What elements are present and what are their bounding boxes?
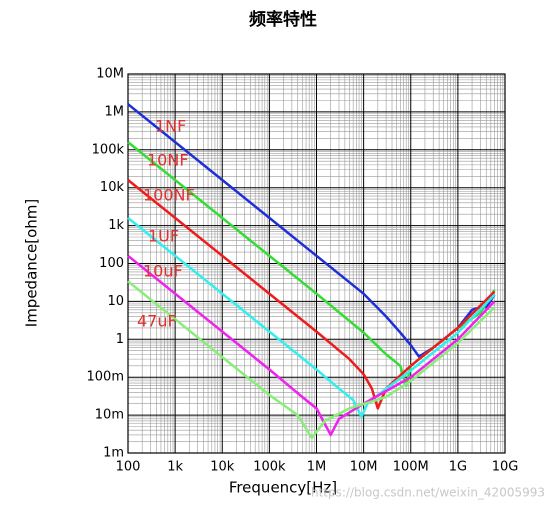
y-tick-label: 100m — [87, 370, 124, 385]
x-tick-label: 1k — [167, 460, 183, 475]
series-line — [127, 216, 496, 419]
y-tick-label: 1m — [103, 446, 124, 461]
series-label: 47uF — [137, 312, 177, 331]
y-tick-label: 10 — [107, 294, 124, 309]
series-label: 100NF — [143, 186, 195, 205]
y-tick-label: 100k — [92, 142, 125, 157]
series-label: 1NF — [155, 117, 186, 136]
watermark: https://blog.csdn.net/weixin_42005993 — [311, 486, 545, 500]
y-tick-label: 1M — [105, 104, 125, 119]
y-tick-label: 1 — [116, 332, 124, 347]
plot-border — [127, 73, 506, 454]
y-axis-label: Impedance[ohm] — [23, 199, 41, 327]
y-tick-label: 10k — [100, 180, 125, 195]
x-tick-label: 1M — [307, 460, 327, 475]
x-tick-label: 10G — [492, 460, 519, 475]
x-tick-label: 10k — [210, 460, 235, 475]
x-tick-label: 100k — [253, 460, 286, 475]
y-tick-label: 100 — [99, 256, 124, 271]
x-axis-label: Frequency[Hz] — [229, 479, 337, 497]
series-line — [127, 280, 496, 440]
chart-title: 频率特性 — [249, 9, 317, 30]
y-tick-label: 1k — [108, 218, 124, 233]
y-tick-label: 10M — [96, 67, 124, 82]
series-line — [127, 141, 496, 387]
x-tick-label: 100 — [116, 460, 141, 475]
y-tick-label: 10m — [95, 408, 124, 423]
series-label: 10NF — [147, 151, 189, 170]
series-label: 1UF — [148, 227, 179, 246]
series-line — [127, 254, 496, 437]
x-tick-label: 10M — [350, 460, 378, 475]
x-tick-label: 100M — [393, 460, 429, 475]
series-label: 10uF — [143, 262, 183, 281]
x-tick-label: 1G — [449, 460, 467, 475]
